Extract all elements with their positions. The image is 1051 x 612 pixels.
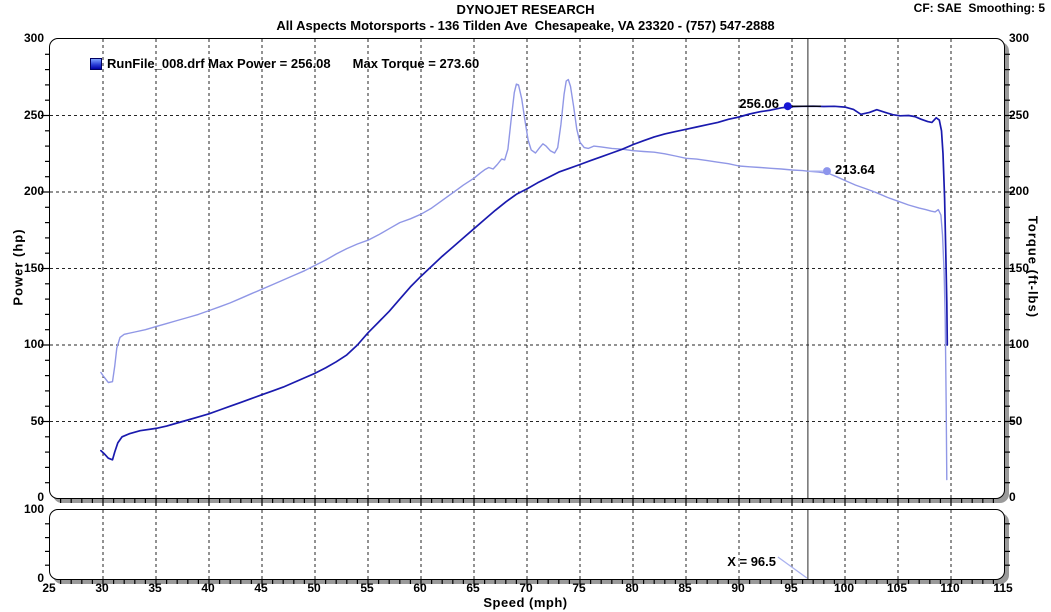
x-tick-label: 110 [940,581,960,595]
y-left-tick-label: 250 [23,107,44,122]
y-left-tick-label: 300 [23,31,44,45]
x-tick-label: 55 [360,581,374,595]
sub-plot-area[interactable] [45,510,1010,587]
y-right-tick-label: 50 [1009,413,1023,428]
torque-marker-dot[interactable] [822,167,831,176]
power-marker-value: 256.06 [739,96,779,111]
y-left-tick-label: 200 [23,184,44,198]
power-curve [100,105,949,461]
main-plot-area[interactable] [41,39,1014,506]
sub-y-tick-label: 100 [23,502,44,516]
y-right-tick-label: 150 [1009,260,1030,275]
correction-smoothing-settings: CF: SAE Smoothing: 5 [913,1,1045,15]
shop-subtitle: All Aspects Motorsports - 136 Tilden Ave… [276,18,775,33]
x-tick-label: 60 [413,581,427,595]
x-tick-label: 65 [466,581,480,595]
x-tick-label: 80 [625,581,639,595]
y-right-tick-label: 300 [1009,31,1030,45]
y-right-tick-label: 200 [1009,184,1030,198]
run-color-swatch-icon [90,57,102,70]
y-left-tick-label: 150 [23,260,44,275]
cursor-label-leader [777,556,808,579]
x-tick-label: 25 [42,581,56,595]
cursor-x-value: X = 96.5 [727,554,776,569]
x-tick-label: 105 [886,581,908,595]
torque-curve [100,78,948,481]
y-right-tick-label: 0 [1009,490,1016,504]
y-left-tick-label: 0 [37,490,44,504]
sub-plot-panel[interactable] [45,509,1010,587]
y-right-tick-label: 100 [1009,337,1030,351]
x-tick-label: 45 [254,581,268,595]
x-tick-label: 75 [572,581,586,595]
run-file-label: RunFile_008.drf [107,56,205,71]
x-tick-label: 115 [993,581,1013,595]
x-tick-label: 50 [307,581,321,595]
x-axis-title-speed: Speed (mph) [483,595,568,610]
run-legend[interactable]: RunFile_008.drf Max Power = 256.08 Max To… [90,56,479,71]
power-marker-dot[interactable] [783,102,792,111]
x-tick-label: 30 [95,581,109,595]
max-torque-label: Max Torque = 273.60 [352,56,480,71]
y-left-tick-label: 50 [30,413,44,428]
main-plot-panel[interactable]: RunFile_008.drf Max Power = 256.08 Max To… [41,38,1014,506]
y-right-tick-label: 250 [1009,107,1030,122]
sub-y-tick-label: 0 [37,571,44,585]
x-tick-label: 40 [201,581,215,595]
page-title: DYNOJET RESEARCH [456,2,595,17]
x-tick-label: 100 [833,581,855,595]
x-tick-label: 35 [148,581,162,595]
y-left-tick-label: 100 [23,337,44,351]
x-tick-label: 95 [784,581,798,595]
torque-marker-value: 213.64 [835,162,875,177]
x-tick-label: 70 [519,581,533,595]
x-tick-label: 85 [678,581,692,595]
x-tick-label: 90 [731,581,745,595]
max-power-label: Max Power = 256.08 [208,56,331,71]
